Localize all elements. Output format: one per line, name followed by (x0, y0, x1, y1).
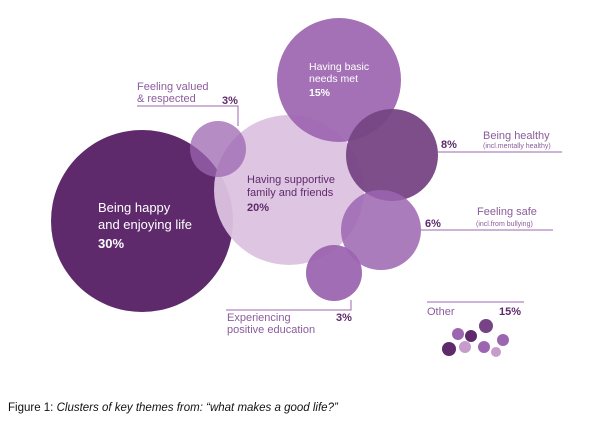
label-happy: Being happy (98, 200, 171, 215)
label-other: Other (427, 306, 455, 318)
bubble-family (214, 115, 364, 265)
sublabel-healthy: (incl.mentally healthy) (483, 143, 551, 150)
other-dot (497, 334, 509, 346)
other-dot (465, 330, 477, 342)
value-education: 3% (336, 312, 352, 324)
label-valued: Feeling valued (137, 81, 209, 93)
label-healthy: Being healthy (483, 130, 550, 142)
value-safe: 6% (425, 218, 441, 230)
bubble-valued (190, 121, 246, 177)
value-other: 15% (499, 306, 521, 318)
label-needs: Having basic (309, 61, 369, 73)
figure-caption: Figure 1: Clusters of key themes from: “… (8, 402, 338, 414)
leader-education (226, 300, 352, 311)
other-dot (479, 319, 493, 333)
caption-text: Clusters of key themes from: “what makes… (56, 402, 338, 414)
value-happy: 30% (98, 236, 124, 251)
other-dot (459, 341, 471, 353)
bubble-safe (341, 190, 421, 270)
value-needs: 15% (309, 87, 331, 99)
bubble-chart: Being happy and enjoying life 30% Having su… (51, 18, 562, 357)
other-dot (452, 328, 464, 340)
bubble-education (306, 245, 362, 301)
label-needs: needs met (309, 73, 358, 85)
label-education: Experiencing (227, 312, 291, 324)
label-happy: and enjoying life (98, 217, 192, 232)
label-valued: & respected (137, 93, 196, 105)
other-dot (491, 347, 501, 357)
value-healthy: 8% (441, 139, 457, 151)
other-dot (478, 341, 490, 353)
bubble-happy (51, 130, 233, 312)
bubble-healthy (346, 109, 438, 201)
label-family: family and friends (247, 187, 334, 199)
label-education: positive education (227, 324, 315, 336)
label-family: Having supportive (247, 174, 335, 186)
caption-prefix: Figure 1: (8, 402, 57, 414)
value-family: 20% (247, 202, 269, 214)
leader-valued (137, 105, 239, 126)
label-safe: Feeling safe (477, 206, 537, 218)
value-valued: 3% (222, 95, 238, 107)
sublabel-safe: (incl.from bullying) (476, 221, 533, 228)
bubble-needs (277, 18, 401, 142)
other-dot (442, 342, 456, 356)
